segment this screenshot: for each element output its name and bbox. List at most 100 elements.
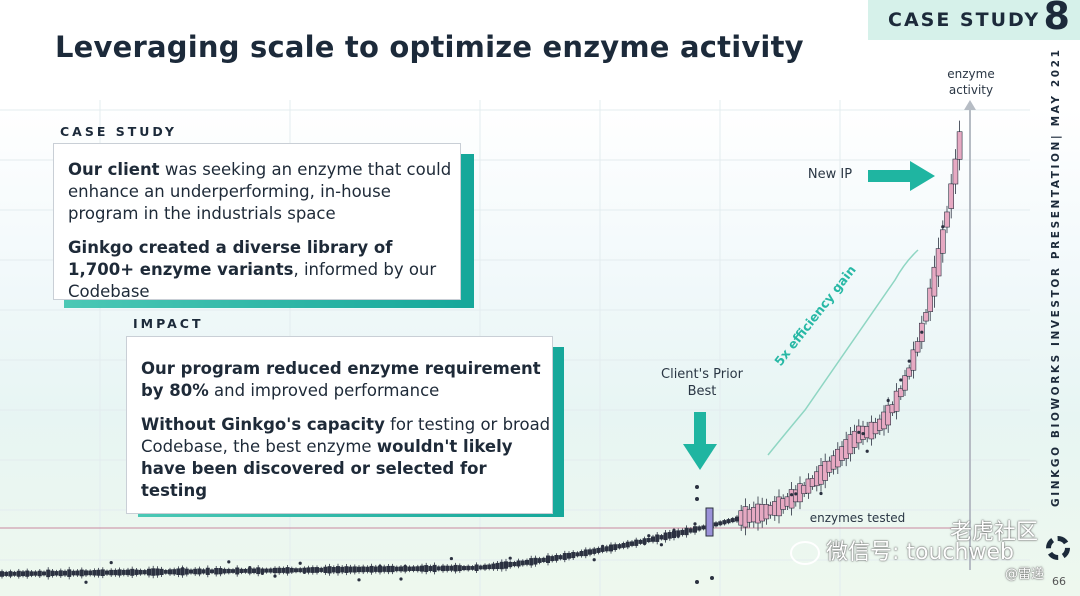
boxplot-box xyxy=(600,547,605,552)
boxplot-box xyxy=(352,566,357,573)
boxplot-box xyxy=(117,569,122,576)
case-study-card: Our client was seeking an enzyme that co… xyxy=(53,143,461,301)
boxplot-box xyxy=(671,530,676,539)
boxplot-box xyxy=(541,557,546,562)
boxplot-box xyxy=(306,567,311,573)
outlier-point xyxy=(659,543,664,547)
boxplot-box xyxy=(927,287,934,312)
boxplot-box xyxy=(453,564,458,572)
boxplot-box xyxy=(897,388,904,398)
outlier-point xyxy=(693,522,697,526)
boxplot-box xyxy=(659,535,664,540)
boxplot-box xyxy=(524,559,529,565)
boxplot-box xyxy=(625,541,630,548)
boxplot-box xyxy=(138,569,143,575)
new-ip-arrow xyxy=(868,161,935,191)
boxplot-box xyxy=(348,566,353,573)
boxplot-box xyxy=(583,549,588,557)
boxplot-box xyxy=(331,567,336,573)
boxplot-box xyxy=(617,544,622,549)
outlier-point xyxy=(710,576,714,580)
boxplot-box xyxy=(503,561,508,569)
boxplot-box xyxy=(487,564,492,570)
boxplot-box xyxy=(533,557,538,565)
boxplot-box xyxy=(415,566,420,572)
boxplot-box xyxy=(520,560,525,566)
boxplot-box xyxy=(596,547,601,553)
boxplot-box xyxy=(293,568,298,573)
boxplot-box xyxy=(512,561,517,567)
boxplot-box xyxy=(361,566,366,573)
outlier-point xyxy=(790,493,794,497)
outlier-point xyxy=(403,564,407,568)
boxplot-box xyxy=(688,528,693,533)
outlier-point xyxy=(227,560,231,564)
boxplot-box xyxy=(268,568,273,573)
boxplot-box xyxy=(436,566,441,571)
outlier-point xyxy=(399,577,403,581)
outlier-point xyxy=(357,578,361,582)
boxplot-box xyxy=(407,566,412,571)
boxplot-box xyxy=(310,567,315,573)
boxplot-box xyxy=(629,541,634,546)
outlier-point xyxy=(861,432,865,436)
boxplot-box xyxy=(684,527,689,536)
boxplot-box xyxy=(54,571,59,576)
boxplot-box xyxy=(29,571,34,576)
boxplot-box xyxy=(667,532,672,539)
boxplot-box xyxy=(893,390,900,412)
outlier-point xyxy=(378,564,382,568)
boxplot-box xyxy=(885,404,892,426)
boxplot-box xyxy=(424,565,429,573)
outlier-point xyxy=(84,580,88,584)
boxplot-box xyxy=(554,554,559,561)
boxplot-box xyxy=(386,565,391,573)
boxplot-box xyxy=(252,568,257,574)
boxplot-box xyxy=(235,567,240,575)
outlier-point xyxy=(592,558,596,562)
impact-paragraph-2: Without Ginkgo's capacity for testing or… xyxy=(141,415,551,500)
boxplot-box xyxy=(335,566,340,574)
boxplot-box xyxy=(939,229,946,254)
boxplot-box xyxy=(398,566,403,572)
boxplot-box xyxy=(608,544,613,552)
boxplot-box xyxy=(226,568,231,574)
boxplot-box xyxy=(923,312,929,322)
boxplot-box xyxy=(121,569,126,575)
boxplot-box xyxy=(205,567,210,575)
outlier-point xyxy=(273,574,277,578)
boxplot-box xyxy=(67,569,72,577)
boxplot-box xyxy=(956,131,963,160)
boxplot-box xyxy=(440,565,445,572)
boxplot-box xyxy=(142,570,147,575)
boxplot-box xyxy=(46,569,51,578)
boxplot-box xyxy=(566,552,571,559)
boxplot-box xyxy=(218,568,223,575)
boxplot-box xyxy=(147,568,152,576)
outlier-point xyxy=(695,497,699,501)
case-study-heading: CASE STUDY xyxy=(60,124,177,139)
boxplot-box xyxy=(289,567,294,573)
boxplot-box xyxy=(449,565,454,571)
boxplot-box xyxy=(239,568,244,574)
boxplot-box xyxy=(587,549,592,555)
boxplot-box xyxy=(575,552,580,557)
boxplot-box xyxy=(948,183,955,209)
vertical-footer-text: GINKGO BIOWORKS INVESTOR PRESENTATION| M… xyxy=(1050,48,1062,508)
boxplot-box xyxy=(713,522,718,527)
boxplot-box xyxy=(461,566,466,571)
boxplot-box xyxy=(491,563,496,570)
boxplot-box xyxy=(529,558,534,566)
outlier-point xyxy=(613,544,617,548)
boxplot-box xyxy=(298,568,303,573)
boxplot-box xyxy=(214,568,219,575)
boxplot-box xyxy=(16,570,21,577)
boxplot-box xyxy=(718,521,723,526)
boxplot-box xyxy=(189,569,194,574)
boxplot-box xyxy=(394,566,399,572)
section-tag: CASE STUDY 8 xyxy=(868,0,1080,40)
boxplot-box xyxy=(558,555,563,560)
case-study-paragraph-1: Our client was seeking an enzyme that co… xyxy=(68,160,452,223)
boxplot-box xyxy=(537,558,542,563)
boxplot-box xyxy=(100,569,105,577)
